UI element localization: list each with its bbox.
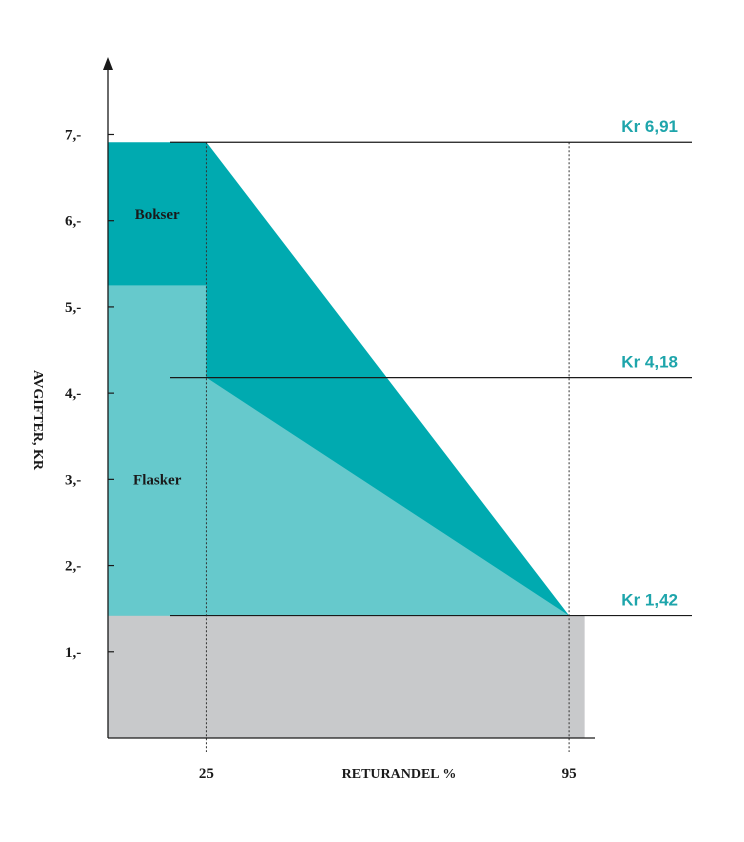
- y-tick-label: 4,-: [65, 386, 81, 402]
- reference-label-2: Kr 1,42: [621, 591, 678, 610]
- reference-label-0: Kr 6,91: [621, 117, 678, 136]
- y-axis-arrow-icon: [103, 57, 113, 70]
- x-axis-title: RETURANDEL %: [342, 767, 457, 782]
- y-axis-title: AVGIFTER, KR: [30, 370, 45, 471]
- y-tick-label: 3,-: [65, 472, 81, 488]
- series-area-flasker: [108, 285, 570, 616]
- reference-label-1: Kr 4,18: [621, 353, 678, 372]
- y-tick-label: 1,-: [65, 645, 81, 661]
- series-label-bokser: Bokser: [135, 207, 180, 223]
- base-fee-area: [108, 615, 585, 738]
- x-tick-label: 25: [199, 766, 214, 782]
- y-tick-label: 7,-: [65, 127, 81, 143]
- y-tick-label: 6,-: [65, 214, 81, 230]
- y-tick-label: 5,-: [65, 300, 81, 316]
- series-label-flasker: Flasker: [133, 472, 182, 488]
- x-tick-label: 95: [562, 766, 577, 782]
- y-tick-label: 2,-: [65, 559, 81, 575]
